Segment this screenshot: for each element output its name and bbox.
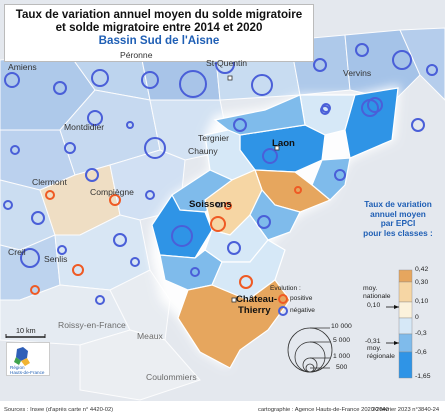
place-senlis: Senlis [44, 254, 68, 264]
color-legend-title-line-4: pour les classes : [363, 227, 433, 238]
footer-credit: cartographie : Agence Hauts-de-France 20… [258, 407, 389, 413]
evolution-legend-circles [278, 294, 288, 316]
color-legend-title-line-3: par EPCI [380, 218, 416, 228]
place-compiegne: Compiègne [90, 187, 134, 197]
title-line-2: et solde migratoire entre 2014 et 2020 [55, 21, 263, 34]
place-creil: Creil [8, 247, 26, 257]
place-chateau-thierry-line1: Château- [236, 294, 278, 305]
footer-sources: Sources : Insee (d'après carte n° 4420-0… [4, 407, 114, 413]
color-legend-tick-1: 0,30 [415, 279, 429, 286]
scale-bar [5, 334, 46, 338]
place-coulommiers: Coulommiers [146, 372, 197, 382]
national-average-value: 0,10 [367, 302, 381, 309]
national-average-label-line-1: moy. [363, 285, 378, 292]
color-legend-tick-3: 0 [415, 314, 419, 321]
place-clermont: Clermont [32, 177, 67, 187]
place-tergnier: Tergnier [198, 133, 230, 143]
place-laon: Laon [272, 138, 295, 149]
size-legend-1000: 1 000 [333, 353, 351, 360]
color-legend-title: Taux de variation annuel moyen par EPCI … [352, 199, 444, 238]
color-legend-tick-5: -0,6 [415, 349, 427, 356]
evolution-legend-positive: positive [290, 295, 313, 302]
size-legend-5000: 5 000 [333, 337, 351, 344]
study-area-epcis [151, 87, 399, 369]
epci-east [311, 157, 351, 201]
size-legend-10000: 10 000 [331, 323, 352, 330]
size-legend-500: 500 [336, 364, 348, 371]
logo-text-1: Région [10, 365, 25, 370]
color-legend-tick-0: 0,42 [415, 266, 429, 273]
epci-northeast [344, 87, 399, 159]
evolution-legend-title: Evolution : [270, 285, 301, 292]
map-subtitle: Bassin Sud de l'Aisne [98, 34, 220, 47]
place-chateau-thierry-line2: Thierry [238, 305, 271, 316]
regional-average-label: moy. régionale [367, 345, 395, 360]
color-legend-bar [386, 269, 413, 379]
place-soissons: Soissons [189, 199, 232, 210]
title-line-1: Taux de variation annuel moyen du solde … [15, 8, 303, 21]
regional-average-value: -0,31 [365, 338, 381, 345]
region-logo: Région Hauts-de-France [6, 342, 50, 376]
color-legend-tick-4: -0,3 [415, 330, 427, 337]
place-montdidier: Montdidier [64, 122, 105, 132]
migration-circles [3, 37, 438, 305]
place-peronne: Péronne [120, 50, 153, 60]
color-legend-title-line-1: Taux de variation [364, 199, 432, 209]
place-vervins: Vervins [343, 68, 372, 78]
region-logo-icon [14, 347, 30, 366]
regional-average-label-line-1: moy. [367, 345, 382, 352]
evolution-legend-negative: négative [290, 307, 315, 314]
epci-chateau-thierry [177, 279, 291, 369]
town-markers [216, 75, 280, 303]
size-legend-circles [287, 327, 333, 373]
logo-text-2: Hauts-de-France [10, 370, 45, 375]
national-average-label: moy. nationale [363, 285, 391, 300]
color-legend-title-line-2: annuel moyen [370, 208, 426, 219]
color-legend-tick-2: 0,10 [415, 298, 429, 305]
regional-average-label-line-2: régionale [367, 352, 395, 360]
scale-label: 10 km [16, 326, 36, 335]
place-meaux: Meaux [137, 331, 163, 341]
footer: Sources : Insee (d'après carte n° 4420-0… [0, 401, 445, 420]
place-st-quentin: St-Quentin [206, 58, 248, 68]
title-box: Taux de variation annuel moyen du solde … [4, 4, 314, 62]
color-legend-tick-6: -1,65 [415, 373, 431, 380]
national-average-label-line-2: nationale [363, 292, 391, 300]
place-roissy: Roissy-en-France [58, 320, 126, 330]
place-chauny: Chauny [188, 146, 218, 156]
place-amiens: Amiens [8, 62, 37, 72]
footer-date: 20 février 2023 n°3840-24 [372, 407, 440, 413]
